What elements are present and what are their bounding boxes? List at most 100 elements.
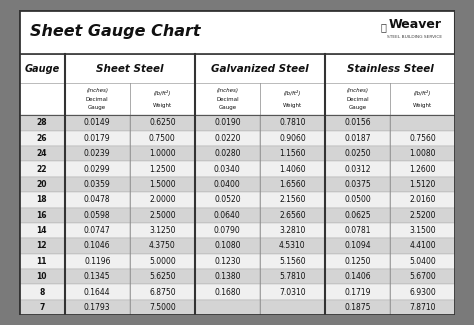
Text: 2.6560: 2.6560 [279, 211, 306, 220]
Text: 1.5000: 1.5000 [149, 180, 176, 189]
Text: Weight: Weight [283, 103, 302, 108]
Text: 24: 24 [36, 149, 47, 158]
Bar [65, 192, 130, 207]
Bar [195, 238, 260, 254]
Text: 0.0640: 0.0640 [214, 211, 241, 220]
Bar [195, 161, 260, 177]
Text: 2.1560: 2.1560 [279, 195, 306, 204]
Text: (inches): (inches) [346, 88, 368, 93]
Text: Gauge: Gauge [348, 105, 366, 110]
Bar [195, 284, 260, 300]
Text: 0.1380: 0.1380 [214, 272, 241, 281]
Text: 0.1680: 0.1680 [214, 288, 241, 297]
Bar [260, 115, 325, 131]
Text: Galvanized Steel: Galvanized Steel [211, 64, 309, 73]
Text: Decimal: Decimal [216, 97, 239, 102]
Text: 2.0160: 2.0160 [409, 195, 436, 204]
Bar [390, 131, 455, 146]
Bar [325, 300, 390, 315]
Text: 1.5120: 1.5120 [410, 180, 436, 189]
Text: Gauge: Gauge [219, 105, 237, 110]
Bar [130, 131, 195, 146]
Bar [19, 269, 65, 284]
Bar [195, 192, 260, 207]
Bar [390, 223, 455, 238]
Text: 5.7810: 5.7810 [279, 272, 306, 281]
Bar [65, 254, 130, 269]
Text: Gauge: Gauge [24, 64, 59, 73]
Text: 0.0790: 0.0790 [214, 226, 241, 235]
Bar [130, 207, 195, 223]
Bar [130, 161, 195, 177]
Bar [195, 223, 260, 238]
Text: Decimal: Decimal [86, 97, 109, 102]
Bar [19, 161, 65, 177]
Bar [19, 300, 65, 315]
Text: Gauge: Gauge [88, 105, 106, 110]
Bar [260, 131, 325, 146]
Text: 0.0598: 0.0598 [84, 211, 110, 220]
Bar [130, 238, 195, 254]
Bar [325, 238, 390, 254]
Text: (inches): (inches) [86, 88, 108, 93]
Text: 6.8750: 6.8750 [149, 288, 176, 297]
Text: 1.1560: 1.1560 [279, 149, 306, 158]
Bar [390, 207, 455, 223]
Text: (lb/ft²): (lb/ft²) [284, 90, 301, 96]
Bar [130, 177, 195, 192]
Text: 1.0000: 1.0000 [149, 149, 176, 158]
Text: 14: 14 [36, 226, 47, 235]
Text: 0.0156: 0.0156 [344, 118, 371, 127]
Text: 0.1094: 0.1094 [344, 241, 371, 251]
Text: 0.0520: 0.0520 [214, 195, 241, 204]
Text: 8: 8 [39, 288, 45, 297]
Text: 0.1875: 0.1875 [344, 303, 371, 312]
Bar [390, 300, 455, 315]
Text: 20: 20 [36, 180, 47, 189]
Text: 0.0187: 0.0187 [344, 134, 371, 143]
Bar [390, 284, 455, 300]
Bar [19, 131, 65, 146]
Text: 2.0000: 2.0000 [149, 195, 176, 204]
Text: (lb/ft²): (lb/ft²) [154, 90, 171, 96]
Bar [325, 254, 390, 269]
Text: (lb/ft²): (lb/ft²) [414, 90, 431, 96]
Bar [325, 192, 390, 207]
Bar [195, 131, 260, 146]
Bar [390, 238, 455, 254]
Bar [65, 161, 130, 177]
Text: 16: 16 [36, 211, 47, 220]
Bar [325, 161, 390, 177]
Bar [65, 131, 130, 146]
Bar [19, 223, 65, 238]
Text: 0.0250: 0.0250 [344, 149, 371, 158]
Text: 22: 22 [36, 164, 47, 174]
Text: 0.0299: 0.0299 [84, 164, 110, 174]
Bar [130, 223, 195, 238]
Bar [260, 238, 325, 254]
Bar [195, 54, 325, 115]
Text: 1.4060: 1.4060 [279, 164, 306, 174]
Bar [195, 207, 260, 223]
Text: 0.1046: 0.1046 [84, 241, 110, 251]
Text: 0.1644: 0.1644 [84, 288, 110, 297]
Bar [130, 115, 195, 131]
Bar [390, 269, 455, 284]
Text: 10: 10 [36, 272, 47, 281]
Bar [65, 54, 195, 115]
Text: 0.0312: 0.0312 [344, 164, 371, 174]
Bar [260, 223, 325, 238]
Text: 11: 11 [36, 257, 47, 266]
Bar [130, 269, 195, 284]
Bar [390, 115, 455, 131]
Text: 0.0359: 0.0359 [84, 180, 110, 189]
Text: 5.6250: 5.6250 [149, 272, 176, 281]
Text: Sheet Gauge Chart: Sheet Gauge Chart [30, 24, 201, 39]
Text: 0.0400: 0.0400 [214, 180, 241, 189]
Text: 1.2500: 1.2500 [149, 164, 175, 174]
Text: 0.0781: 0.0781 [344, 226, 371, 235]
Text: 2.5000: 2.5000 [149, 211, 176, 220]
Text: 0.9060: 0.9060 [279, 134, 306, 143]
Bar [65, 284, 130, 300]
Text: 4.4100: 4.4100 [409, 241, 436, 251]
